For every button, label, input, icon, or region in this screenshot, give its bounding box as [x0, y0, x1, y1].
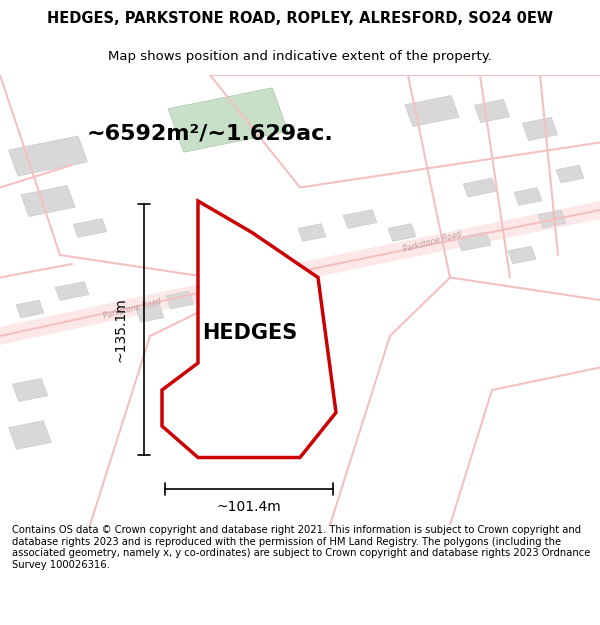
Polygon shape: [0, 269, 270, 345]
Text: ~101.4m: ~101.4m: [217, 500, 281, 514]
Text: HEDGES: HEDGES: [203, 323, 298, 343]
Polygon shape: [13, 378, 47, 402]
Polygon shape: [270, 201, 600, 286]
Text: ~135.1m: ~135.1m: [113, 297, 127, 362]
Polygon shape: [166, 291, 194, 309]
Polygon shape: [16, 300, 44, 318]
Polygon shape: [514, 188, 542, 206]
Polygon shape: [162, 201, 336, 458]
Polygon shape: [55, 282, 89, 301]
Polygon shape: [388, 224, 416, 241]
Polygon shape: [136, 304, 164, 322]
Polygon shape: [405, 96, 459, 126]
Polygon shape: [9, 421, 51, 449]
Polygon shape: [8, 136, 88, 176]
Polygon shape: [538, 210, 566, 228]
Polygon shape: [457, 232, 491, 251]
Text: HEDGES, PARKSTONE ROAD, ROPLEY, ALRESFORD, SO24 0EW: HEDGES, PARKSTONE ROAD, ROPLEY, ALRESFOR…: [47, 11, 553, 26]
Polygon shape: [21, 186, 75, 216]
Polygon shape: [298, 224, 326, 241]
Text: ~6592m²/~1.629ac.: ~6592m²/~1.629ac.: [86, 124, 334, 144]
Polygon shape: [556, 165, 584, 183]
Text: Contains OS data © Crown copyright and database right 2021. This information is : Contains OS data © Crown copyright and d…: [12, 525, 590, 570]
Text: Parkstone Road: Parkstone Road: [402, 229, 462, 254]
Polygon shape: [508, 246, 536, 264]
Polygon shape: [168, 88, 288, 152]
Polygon shape: [343, 209, 377, 228]
Polygon shape: [73, 219, 107, 238]
Polygon shape: [475, 99, 509, 122]
Text: Parkstone Road: Parkstone Road: [102, 297, 162, 321]
Text: Map shows position and indicative extent of the property.: Map shows position and indicative extent…: [108, 50, 492, 62]
Polygon shape: [463, 178, 497, 197]
Polygon shape: [523, 118, 557, 141]
